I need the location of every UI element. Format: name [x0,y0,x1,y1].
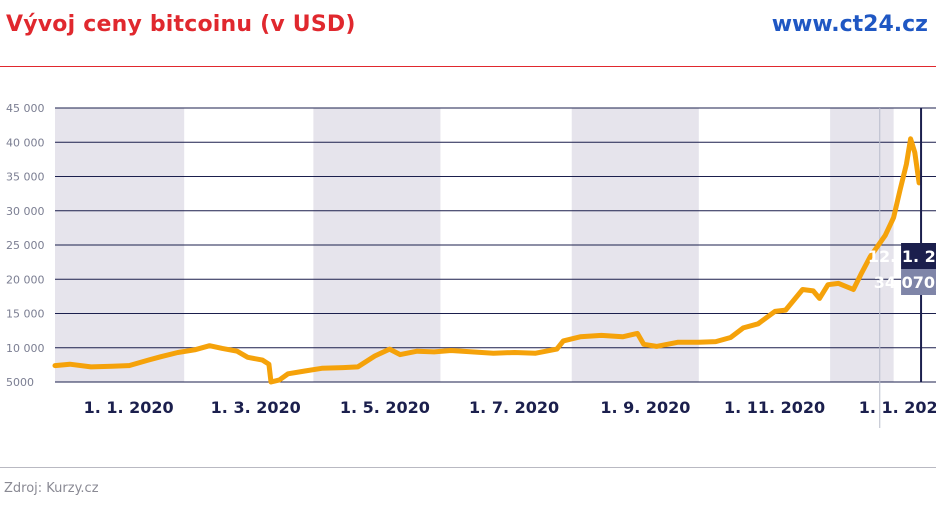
source-note: Zdroj: Kurzy.cz [4,481,99,496]
price-line-chart: 5000 10 000 15 000 20 000 25 000 30 000 35 000… [6,102,936,428]
header-divider [0,66,936,67]
y-tick-label: 10 000 [6,342,45,355]
x-axis-ticks: 1. 1. 2020 1. 3. 2020 1. 5. 2020 1. 7. 2020… [84,108,936,428]
x-tick-label: 1. 3. 2020 [211,398,301,417]
x-tick-label: 1. 11. 2020 [724,398,825,417]
x-tick-label: 1. 5. 2020 [340,398,430,417]
y-tick-label: 40 000 [6,136,45,149]
bitcoin-price-line [52,136,922,385]
x-tick-label: 1. 1. 2020 [84,398,174,417]
y-tick-label: 30 000 [6,205,45,218]
gridlines [55,107,936,383]
callout-value-box [901,269,936,295]
x-tick-label: 1. 7. 2020 [469,398,559,417]
y-axis-ticks: 5000 10 000 15 000 20 000 25 000 30 000 35 000… [6,102,45,389]
y-tick-label: 25 000 [6,239,45,252]
chart-title: Vývoj ceny bitcoinu (v USD) [6,12,356,37]
callout-value: 34 070,84 [874,273,936,292]
footer-divider [0,467,936,468]
y-tick-label: 35 000 [6,171,45,184]
y-tick-label: 15 000 [6,308,45,321]
callout-date-box [901,243,936,269]
y-tick-label: 5000 [6,376,34,389]
y-tick-label: 20 000 [6,273,45,286]
x-tick-label: 1. 9. 2020 [600,398,690,417]
brand-link[interactable]: www.ct24.cz [771,12,928,37]
y-tick-label: 45 000 [6,102,45,115]
